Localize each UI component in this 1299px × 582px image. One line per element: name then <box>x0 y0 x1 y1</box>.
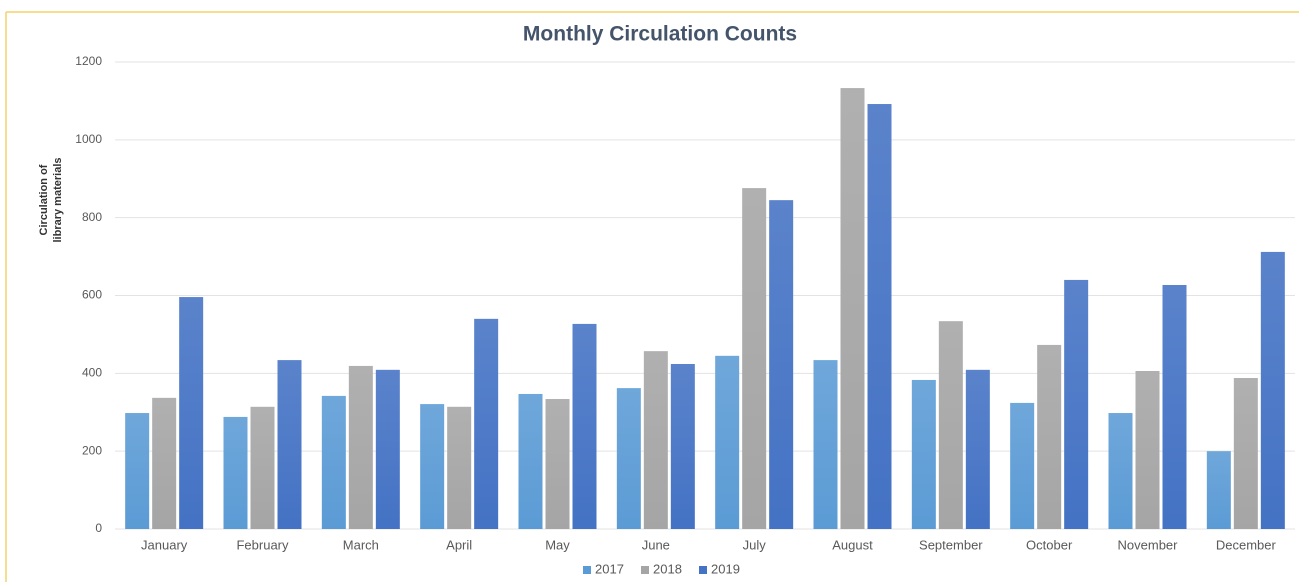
bar <box>813 360 838 529</box>
bar <box>769 200 794 529</box>
bar <box>223 416 248 529</box>
x-tick-label: June <box>642 537 670 552</box>
x-tick-label: January <box>141 537 188 552</box>
x-tick-label: February <box>236 537 289 552</box>
bar <box>447 406 472 529</box>
bar <box>152 397 177 529</box>
bar <box>1108 413 1133 529</box>
legend-label: 2019 <box>711 561 740 576</box>
bar <box>1162 284 1187 529</box>
y-axis-label: library materials <box>52 158 64 243</box>
bar <box>545 399 570 529</box>
bar <box>1206 451 1231 529</box>
bar <box>867 104 892 529</box>
bar <box>420 404 445 529</box>
bar <box>125 413 150 529</box>
bar <box>1064 279 1089 529</box>
bar <box>518 393 543 529</box>
x-tick-label: May <box>545 537 570 552</box>
bar <box>1233 378 1258 529</box>
x-tick-label: September <box>919 537 983 552</box>
bar <box>348 365 373 529</box>
bar <box>1260 251 1285 529</box>
bar <box>1010 402 1035 529</box>
y-tick-label: 600 <box>82 288 102 302</box>
y-tick-label: 1200 <box>75 54 102 68</box>
chart-title: Monthly Circulation Counts <box>523 23 797 46</box>
bar <box>1135 370 1160 529</box>
legend-label: 2017 <box>595 561 624 576</box>
y-axis-label: Circulation of <box>38 164 50 235</box>
bar <box>715 355 740 529</box>
x-tick-label: July <box>743 537 767 552</box>
legend-swatch <box>699 566 707 574</box>
legend-swatch <box>583 566 591 574</box>
x-tick-label: August <box>832 537 873 552</box>
bar <box>911 379 936 529</box>
legend-swatch <box>641 566 649 574</box>
y-tick-label: 1000 <box>75 132 102 146</box>
bar <box>277 360 302 529</box>
bar <box>938 321 963 529</box>
bar <box>375 369 400 529</box>
bar <box>670 363 695 529</box>
bar <box>321 395 346 529</box>
bar <box>965 369 990 529</box>
x-tick-label: November <box>1118 537 1179 552</box>
x-tick-label: December <box>1216 537 1277 552</box>
bar <box>1037 344 1062 529</box>
bar <box>840 88 865 530</box>
y-tick-label: 400 <box>82 366 102 380</box>
bar <box>474 318 499 529</box>
y-tick-label: 800 <box>82 210 102 224</box>
y-tick-label: 200 <box>82 443 102 457</box>
y-tick-label: 0 <box>95 521 102 535</box>
bar <box>250 406 275 529</box>
legend-label: 2018 <box>653 561 682 576</box>
x-tick-label: October <box>1026 537 1073 552</box>
bar <box>616 388 641 529</box>
x-tick-label: March <box>343 537 379 552</box>
bar <box>572 323 597 529</box>
bar <box>643 351 668 529</box>
x-tick-label: April <box>446 537 472 552</box>
bar <box>179 297 204 529</box>
bar <box>742 188 767 529</box>
